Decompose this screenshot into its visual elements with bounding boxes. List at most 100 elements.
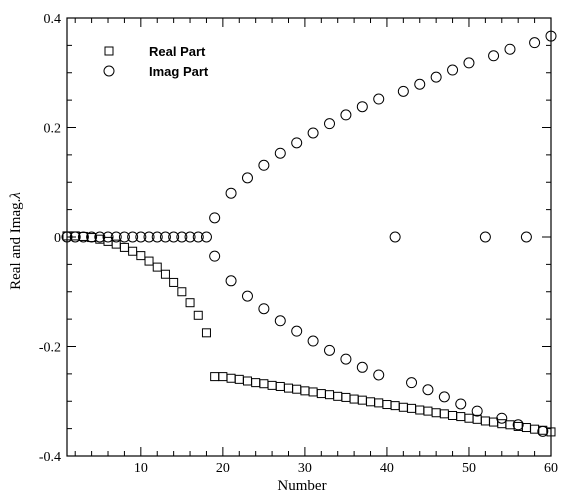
- y-tick-label: 0.4: [44, 12, 62, 27]
- legend-marker-real: [104, 46, 114, 56]
- real-part-point: [464, 413, 474, 423]
- imag-part-point: [127, 231, 139, 243]
- x-tick-label: 60: [544, 461, 558, 476]
- real-part-point: [119, 242, 129, 252]
- imag-part-point: [537, 425, 549, 437]
- imag-part-point: [496, 412, 508, 424]
- imag-part-point: [143, 231, 155, 243]
- real-part-point: [193, 310, 203, 320]
- real-part-point: [128, 246, 138, 256]
- real-part-point: [218, 372, 228, 382]
- y-tick-label: 0.2: [44, 122, 62, 137]
- real-part-point: [325, 390, 335, 400]
- real-part-point: [431, 408, 441, 418]
- real-part-point: [357, 395, 367, 405]
- imag-part-point: [274, 315, 286, 327]
- real-part-point: [382, 400, 392, 410]
- x-tick-label: 10: [134, 461, 148, 476]
- imag-part-point: [135, 231, 147, 243]
- real-part-point: [292, 384, 302, 394]
- imag-part-point: [356, 361, 368, 373]
- y-axis-title-text: Real and Imag.: [8, 199, 24, 290]
- imag-part-point: [397, 85, 409, 97]
- imag-part-point: [422, 384, 434, 396]
- imag-part-point: [438, 391, 450, 403]
- real-part-point: [333, 391, 343, 401]
- imag-part-point: [520, 231, 532, 243]
- real-part-point: [374, 398, 384, 408]
- imag-part-point: [258, 303, 270, 315]
- imag-part-point: [291, 325, 303, 337]
- imag-part-point: [356, 101, 368, 113]
- real-part-point: [456, 412, 466, 422]
- imag-part-point: [307, 335, 319, 347]
- legend-marker-imag: [103, 65, 115, 77]
- y-tick-label: -0.4: [39, 450, 61, 465]
- imag-part-point: [340, 353, 352, 365]
- imag-part-point: [94, 231, 106, 243]
- imag-part-point: [159, 231, 171, 243]
- real-part-point: [480, 416, 490, 426]
- real-part-point: [234, 374, 244, 384]
- imag-part-point: [118, 231, 130, 243]
- imag-part-point: [209, 212, 221, 224]
- real-part-point: [152, 262, 162, 272]
- x-tick-label: 30: [298, 461, 312, 476]
- x-tick-label: 50: [462, 461, 476, 476]
- y-tick-label: 0: [54, 231, 61, 246]
- real-part-point: [439, 409, 449, 419]
- imag-part-point: [373, 93, 385, 105]
- imag-part-point: [241, 290, 253, 302]
- x-axis-title: Number: [277, 478, 326, 494]
- imag-part-point: [463, 57, 475, 69]
- real-part-point: [283, 383, 293, 393]
- real-part-point: [546, 427, 556, 437]
- imag-part-point: [307, 127, 319, 139]
- x-tick-label: 40: [380, 461, 394, 476]
- ticks-layer: 10 20 30 40 50 60 -0.4 -0.2 0 0.2 0.4: [39, 12, 558, 476]
- imag-part-point: [471, 405, 483, 417]
- legend: Real Part Imag Part: [103, 44, 209, 79]
- imag-part-point: [61, 231, 73, 243]
- imag-part-point: [200, 231, 212, 243]
- imag-part-point: [504, 43, 516, 55]
- imag-part-point: [225, 275, 237, 287]
- real-part-point: [398, 402, 408, 412]
- real-part-point: [300, 386, 310, 396]
- real-part-point: [177, 287, 187, 297]
- imag-part-point: [389, 231, 401, 243]
- imag-part-point: [455, 398, 467, 410]
- real-part-point: [448, 410, 458, 420]
- imag-part-point: [102, 231, 114, 243]
- real-part-point: [316, 389, 326, 399]
- real-part-point: [308, 387, 318, 397]
- imag-part-point: [324, 344, 336, 356]
- imag-part-point: [192, 231, 204, 243]
- legend-label-imag: Imag Part: [149, 64, 209, 79]
- imag-part-point: [324, 118, 336, 130]
- real-part-point: [185, 298, 195, 308]
- imag-part-point: [241, 172, 253, 184]
- real-part-point: [275, 381, 285, 391]
- x-tick-label: 20: [216, 461, 230, 476]
- imag-part-point: [545, 30, 557, 42]
- imag-part-point: [529, 37, 541, 49]
- imag-part-point: [151, 231, 163, 243]
- imag-part-point: [209, 250, 221, 262]
- real-part-point: [366, 397, 376, 407]
- imag-part-point: [225, 187, 237, 199]
- imag-part-point: [291, 137, 303, 149]
- imag-part-point: [184, 231, 196, 243]
- imag-part-point: [430, 71, 442, 83]
- real-part-point: [242, 376, 252, 386]
- imag-part-point: [406, 377, 418, 389]
- imag-part-point: [258, 159, 270, 171]
- y-axis-title-symbol: λ: [8, 192, 24, 200]
- imag-part-point: [479, 231, 491, 243]
- imag-part-point: [340, 109, 352, 121]
- real-part-point: [489, 417, 499, 427]
- real-part-point: [210, 372, 220, 382]
- real-part-point: [144, 256, 154, 266]
